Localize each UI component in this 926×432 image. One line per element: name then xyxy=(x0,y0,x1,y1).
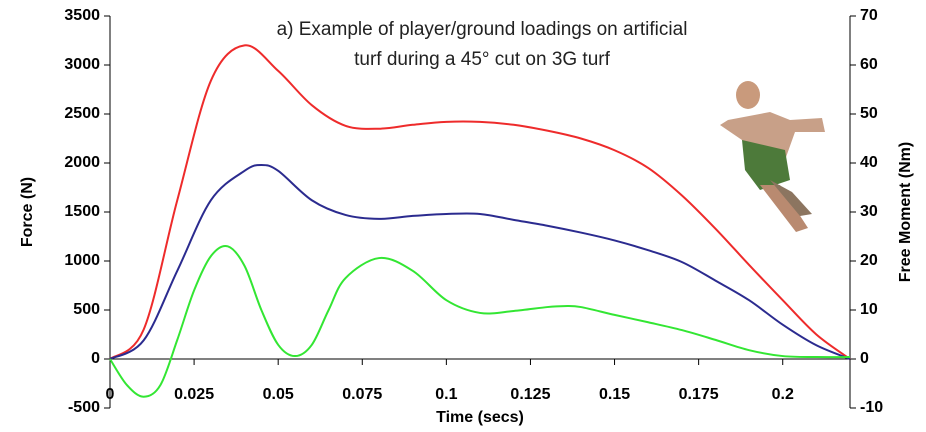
y-tick-label: 1000 xyxy=(64,252,100,269)
y-tick-label: 2500 xyxy=(64,105,100,122)
x-tick-label: 0.075 xyxy=(342,386,382,403)
y2-tick-label: 50 xyxy=(860,105,878,122)
x-tick-label: 0.2 xyxy=(772,386,794,403)
y2-tick-label: 30 xyxy=(860,203,878,220)
x-axis-label: Time (secs) xyxy=(436,409,524,426)
y-tick-label: 3000 xyxy=(64,56,100,73)
y-tick-label: 0 xyxy=(91,350,100,367)
x-tick-label: 0.025 xyxy=(174,386,214,403)
x-tick-label: 0.1 xyxy=(435,386,457,403)
chart-title: turf during a 45° cut on 3G turf xyxy=(354,49,611,70)
y2-tick-label: 70 xyxy=(860,7,878,24)
x-tick-label: 0.05 xyxy=(263,386,294,403)
x-tick-label: 0.125 xyxy=(510,386,550,403)
y-tick-label: 1500 xyxy=(64,203,100,220)
y2-tick-label: 10 xyxy=(860,301,878,318)
x-tick-label: 0.175 xyxy=(679,386,719,403)
line xyxy=(109,244,851,398)
x-tick-label: 0.15 xyxy=(599,386,630,403)
y2-tick-label: 60 xyxy=(860,56,878,73)
y2-tick-label: 40 xyxy=(860,154,878,171)
x-tick-label: 0 xyxy=(106,386,115,403)
line xyxy=(109,44,851,360)
y-tick-label: 3500 xyxy=(64,7,100,24)
player-picture xyxy=(720,81,825,232)
y-tick-label: -500 xyxy=(68,399,100,416)
chart-title: a) Example of player/ground loadings on … xyxy=(277,19,688,40)
y2-tick-label: 0 xyxy=(860,350,869,367)
y2-axis-label: Free Moment (Nm) xyxy=(897,142,914,282)
y-axis-label: Force (N) xyxy=(19,177,36,247)
y2-tick-label: -10 xyxy=(860,399,883,416)
y2-tick-label: 20 xyxy=(860,252,878,269)
y-tick-label: 500 xyxy=(73,301,100,318)
line xyxy=(109,163,851,360)
y-tick-label: 2000 xyxy=(64,154,100,171)
